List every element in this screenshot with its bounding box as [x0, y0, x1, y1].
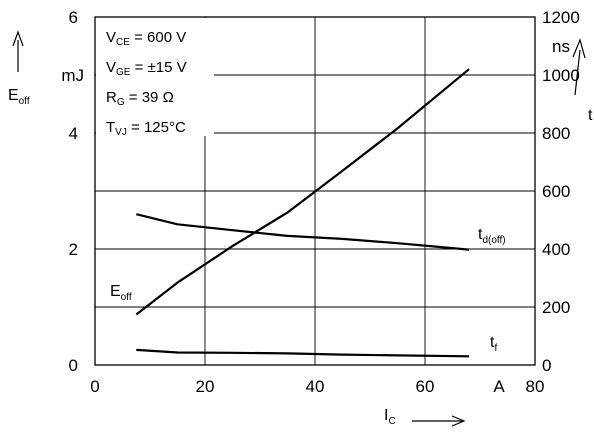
y-right-tick-label: 800	[542, 124, 570, 143]
series-line-t-f	[136, 348, 470, 358]
series-label-eoff: Eoff	[110, 283, 132, 303]
x-tick-label: 40	[306, 377, 325, 396]
x-tick-labels: 0 20 40 60 80 A	[90, 377, 544, 396]
y-right-axis-label: t	[588, 107, 593, 124]
x-tick-label: 0	[90, 377, 99, 396]
series-label-tf: tf	[490, 334, 497, 354]
condition-line: TVJ = 125°C	[106, 119, 186, 138]
y-right-tick-label: 200	[542, 298, 570, 317]
y-right-tick-label: 600	[542, 182, 570, 201]
condition-line: RG = 39 Ω	[106, 89, 174, 108]
plot-frame	[94, 16, 536, 366]
x-tick-label: 60	[416, 377, 435, 396]
y-right-arrowhead	[572, 38, 586, 59]
y-left-arrowhead	[12, 30, 24, 47]
y-left-tick-label: 4	[69, 124, 78, 143]
condition-line: VGE = ±15 V	[106, 59, 187, 78]
labels-layer: Eoff t IC Eoff td(off) tf	[8, 30, 593, 427]
y-right-tick-label: 400	[542, 240, 570, 259]
y-left-tick-label: 0	[69, 356, 78, 375]
x-axis-label: IC	[384, 407, 396, 427]
y-left-axis-label: Eoff	[8, 87, 30, 107]
x-tick-label: 80	[526, 377, 545, 396]
y-left-tick-label: 6	[69, 8, 78, 27]
x-unit-label: A	[493, 377, 505, 396]
conditions: VCE = 600 V VGE = ±15 V RG = 39 Ω TVJ = 125…	[106, 29, 187, 138]
y-right-tick-label: 0	[542, 356, 551, 375]
y-right-tick-label: 1200	[542, 8, 580, 27]
condition-line: VCE = 600 V	[106, 29, 186, 48]
series-line-t-d(off)	[136, 213, 470, 251]
y-right-tick-label: 1000	[542, 66, 580, 85]
y-left-tick-labels: 0 2 4 6 mJ	[61, 8, 84, 375]
y-right-tick-labels: 0 200 400 600 800 1000 1200 ns	[542, 8, 580, 375]
series-layer	[135, 68, 470, 358]
x-arrowhead	[451, 415, 466, 427]
x-tick-label: 20	[196, 377, 215, 396]
series-line-E-off	[135, 68, 470, 316]
conditions-box	[96, 18, 214, 136]
y-right-unit-label: ns	[552, 37, 570, 56]
y-left-unit-label: mJ	[61, 66, 84, 85]
y-right-arrow	[574, 49, 581, 96]
series-label-td-off: td(off)	[478, 226, 506, 246]
y-left-tick-label: 2	[69, 240, 78, 259]
